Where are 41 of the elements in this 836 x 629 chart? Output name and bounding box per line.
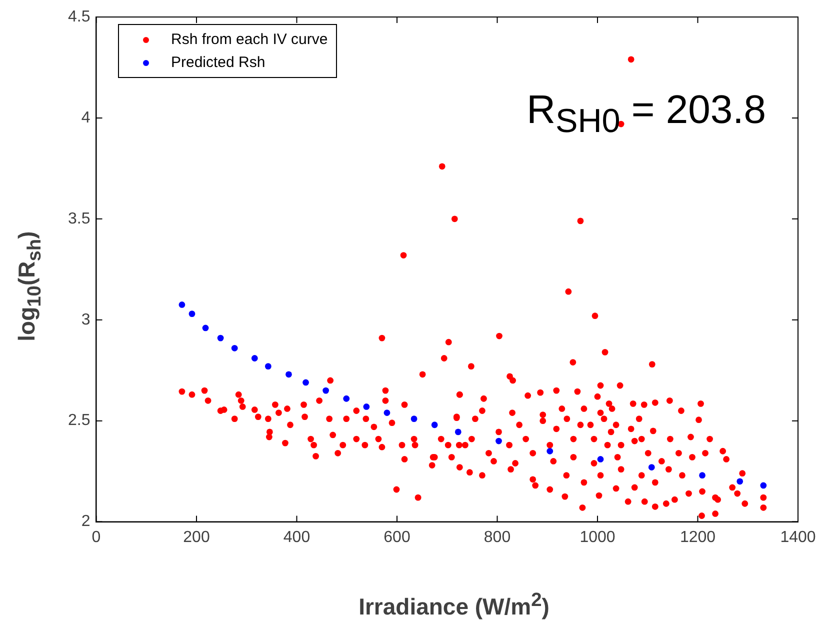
x-tick-label: 0	[92, 528, 101, 546]
y-tick-label: 4	[81, 109, 90, 126]
point	[384, 410, 390, 416]
point	[736, 478, 744, 485]
y-tick-label: 4.5	[68, 8, 90, 26]
x-tick-label: 200	[183, 528, 210, 546]
point	[202, 324, 209, 332]
y-tick-label: 2	[81, 513, 90, 530]
point	[264, 363, 272, 370]
x-tick-label: 400	[283, 528, 310, 546]
y-tick-label: 3	[81, 311, 90, 328]
x-tick-label: 1200	[680, 528, 716, 546]
x-tick-label: 1400	[780, 528, 816, 546]
point	[454, 428, 462, 436]
point	[251, 355, 258, 362]
x-axis-title: Irradiance (W/m$^{2}$)	[358, 590, 550, 621]
point	[322, 387, 330, 394]
point	[343, 395, 350, 402]
legend-label: Predicted Rsh	[171, 54, 266, 71]
point	[178, 302, 186, 308]
y-tick-label: 2.5	[68, 412, 90, 430]
x-tick-label: 600	[384, 528, 410, 546]
point	[231, 344, 238, 352]
point	[363, 404, 370, 410]
point	[188, 310, 196, 318]
point	[648, 464, 655, 470]
point	[760, 482, 767, 489]
point	[597, 456, 604, 462]
point	[431, 422, 438, 428]
point	[286, 371, 292, 378]
x-tick-label: 800	[484, 528, 511, 546]
point	[699, 472, 706, 479]
x-tick-label: 1000	[580, 528, 616, 546]
point	[217, 334, 224, 342]
annotation: R$_{SH0}$ = 203.8	[526, 88, 766, 141]
point	[410, 416, 418, 422]
legend-label: Rsh from each IV curve	[171, 31, 328, 48]
point	[546, 448, 554, 454]
point	[496, 438, 502, 444]
y-tick-label: 3.5	[68, 210, 90, 228]
point	[302, 379, 309, 386]
